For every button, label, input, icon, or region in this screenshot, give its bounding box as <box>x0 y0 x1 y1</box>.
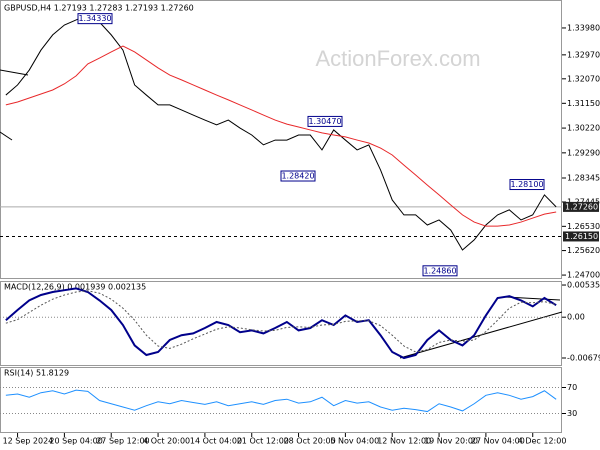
y-tick-label: 1.26530 <box>567 222 600 231</box>
x-tick-label: 21 Oct 12:00 <box>237 437 289 446</box>
y-tick-label: 70 <box>567 383 577 392</box>
level-label: 1.26150 <box>565 232 598 241</box>
macd-title: MACD(12,26,9) 0.001939 0.002135 <box>4 283 146 292</box>
level-box <box>563 231 599 242</box>
plot-layer: 1.33980 1.32970 1.32070 1.31150 1.30220 1.292… <box>0 13 600 446</box>
y-tick-label: 1.29290 <box>567 148 600 157</box>
y-tick-label: 1.31150 <box>567 99 600 108</box>
x-tick-label: 27 Nov 04:00 <box>471 437 525 446</box>
y-tick-label: 1.32070 <box>567 74 600 83</box>
x-tick-label: 20 Sep 04:00 <box>49 437 102 446</box>
annotation-box <box>280 170 316 182</box>
price-panel <box>0 0 562 279</box>
x-tick-label: 4 Dec 12:00 <box>518 437 567 446</box>
trend-line <box>0 69 29 76</box>
x-tick-label: 12 Nov 12:00 <box>377 437 431 446</box>
y-tick-label: -0.006798 <box>567 354 600 363</box>
y-tick-label: 30 <box>567 409 577 418</box>
rsi-panel <box>0 367 562 433</box>
x-tick-label: 19 Nov 20:00 <box>424 437 478 446</box>
y-tick-label: 0.00 <box>567 313 585 322</box>
y-tick-label: 1.24700 <box>567 271 600 280</box>
level-box <box>563 201 599 212</box>
annotation-box <box>422 265 458 277</box>
trend-line <box>0 131 13 141</box>
y-tick-label: 1.30220 <box>567 124 600 133</box>
series-line <box>5 45 557 227</box>
annotation-box <box>77 13 113 25</box>
level-label: 1.27260 <box>565 202 598 211</box>
y-tick-label: 1.25620 <box>567 246 600 255</box>
y-tick-label: 1.33980 <box>567 23 600 32</box>
x-tick-label: 5 Nov 04:00 <box>330 437 379 446</box>
y-tick-label: 1.32970 <box>567 50 600 59</box>
series-line <box>5 287 557 360</box>
rsi-title: RSI(14) 51.8129 <box>4 369 69 378</box>
watermark: ActionForex.com <box>315 46 480 71</box>
trend-line <box>399 311 563 359</box>
annotation-box <box>307 115 343 127</box>
x-tick-label: 12 Sep 2024 <box>3 437 54 446</box>
series-line <box>5 389 557 413</box>
x-tick-label: 14 Oct 04:00 <box>190 437 242 446</box>
macd-panel <box>0 281 562 366</box>
annotation-label: 1.30470 <box>308 117 341 126</box>
annotation-label: 1.24860 <box>423 266 456 275</box>
y-tick-label: 1.28345 <box>567 174 600 183</box>
x-tick-label: 28 Oct 20:00 <box>284 437 336 446</box>
annotation-label: 1.28420 <box>281 172 314 181</box>
x-tick-label: 4 Oct 20:00 <box>143 437 190 446</box>
x-tick-label: 27 Sep 12:00 <box>96 437 149 446</box>
y-tick-label: 0.005359 <box>567 281 600 290</box>
chart-title: GBPUSD,H4 1.27193 1.27283 1.27193 1.2726… <box>4 4 194 13</box>
annotation-label: 1.28100 <box>510 180 543 189</box>
annotation-label: 1.34330 <box>78 14 111 23</box>
annotation-box <box>509 179 545 191</box>
series-line <box>5 290 557 353</box>
